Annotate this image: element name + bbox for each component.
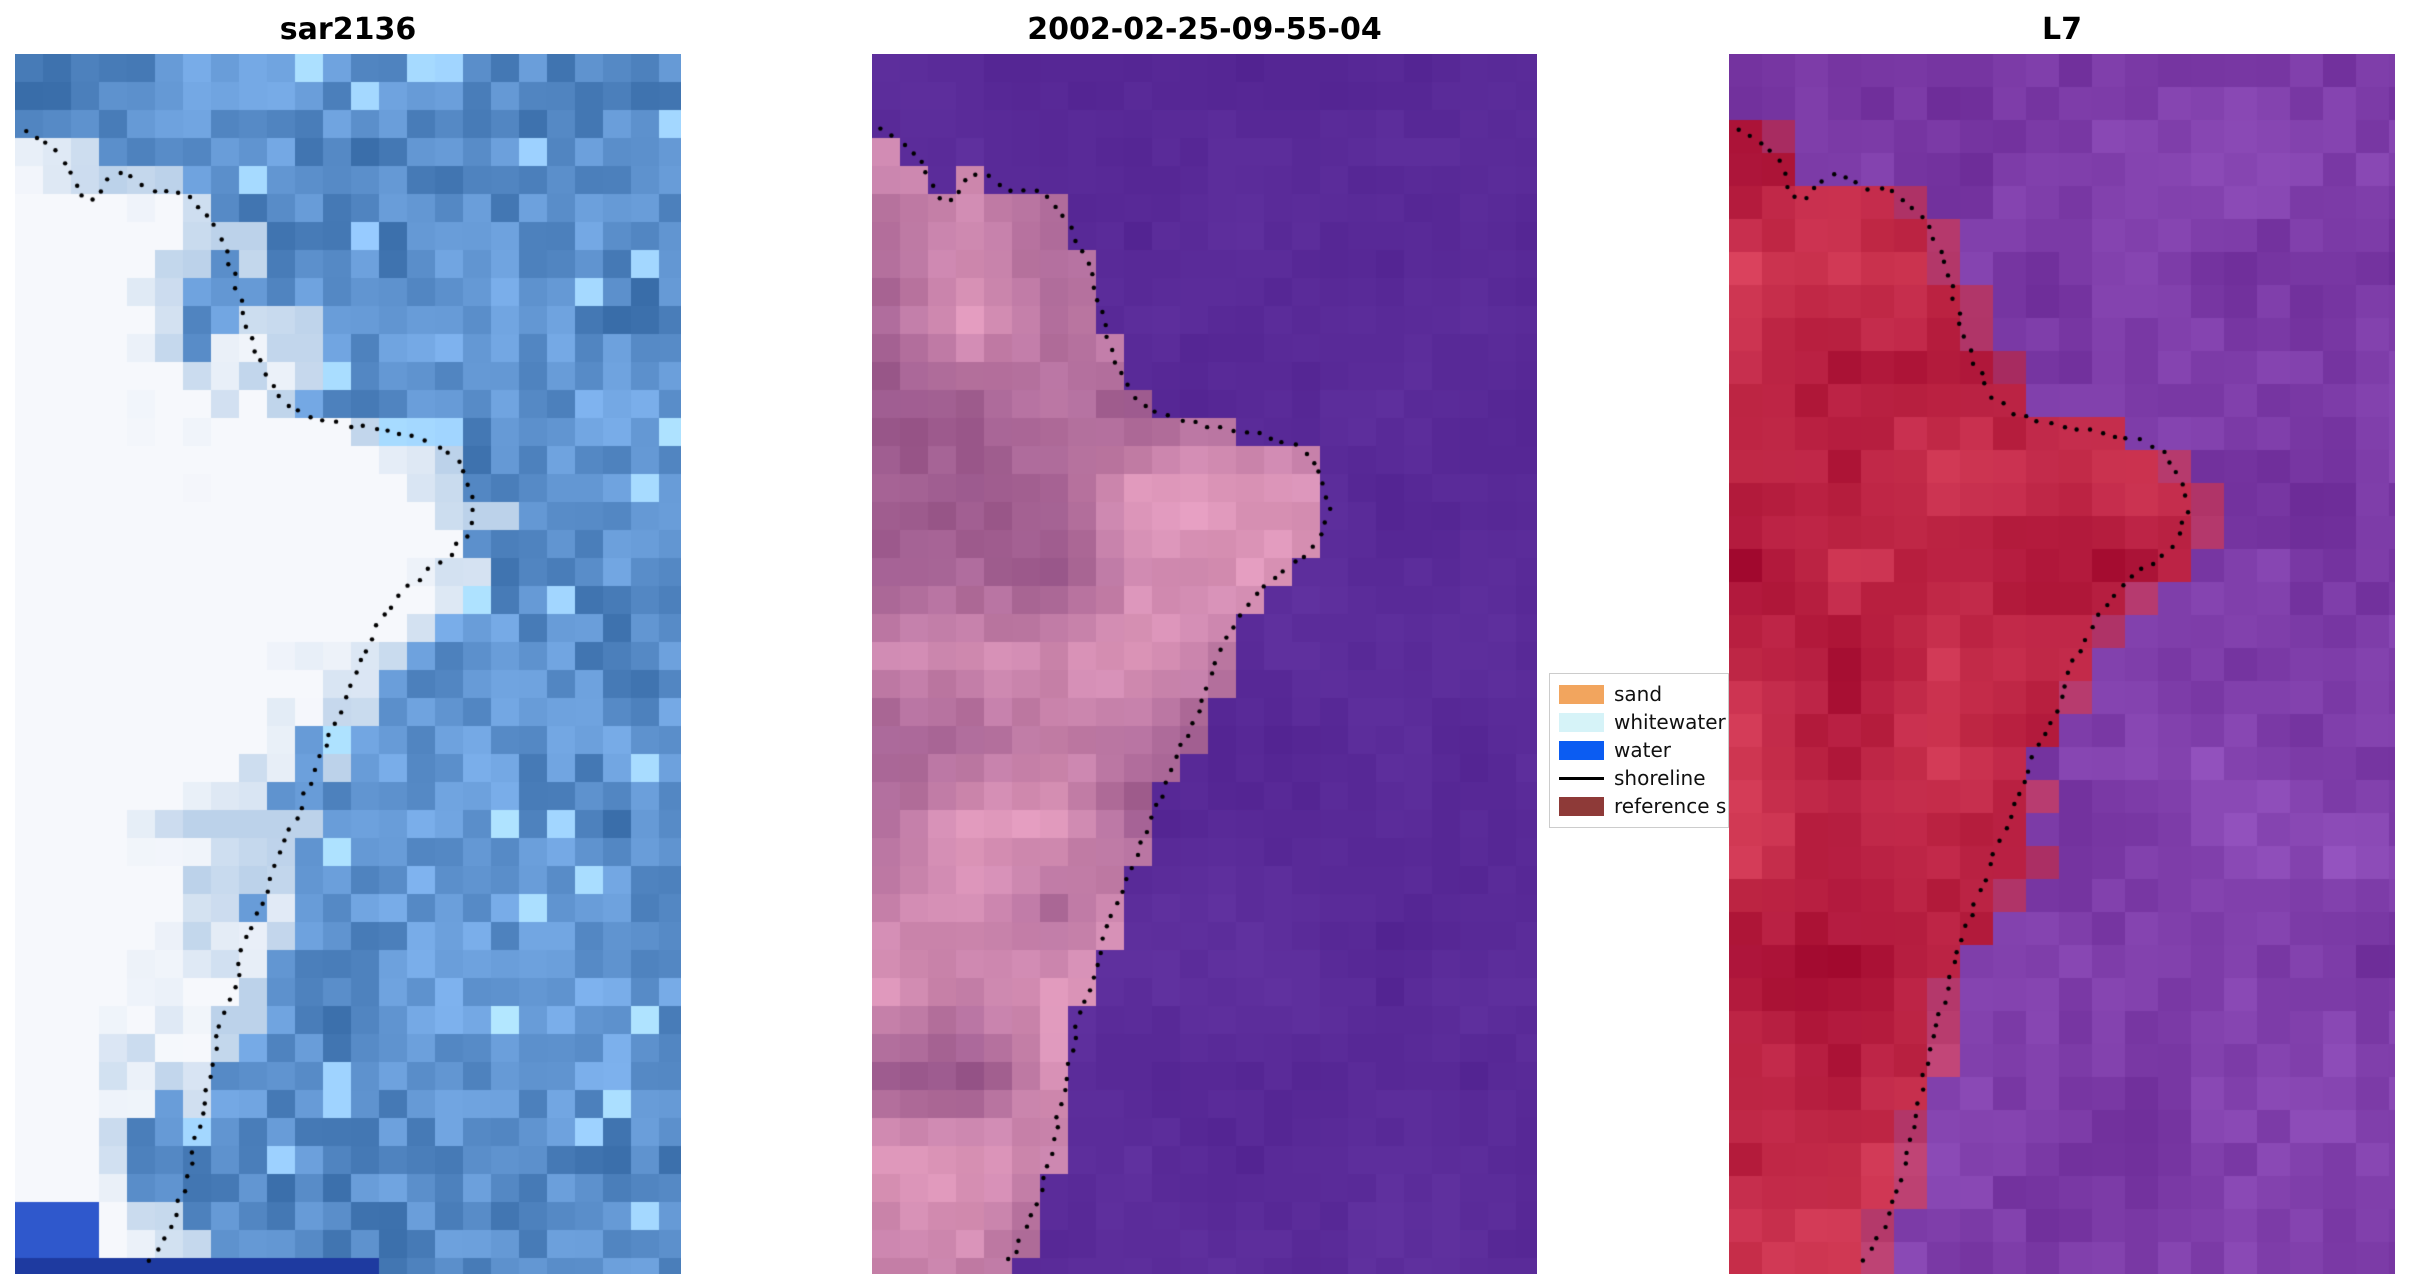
legend-label-reference-shoreline: reference s [1614,794,1727,818]
panel-title-date: 2002-02-25-09-55-04 [1027,12,1382,47]
legend-label-whitewater: whitewater [1614,710,1726,734]
legend-item-reference-shoreline: reference s [1559,792,1728,820]
whitewater-color-swatch [1559,712,1604,732]
water-color-swatch [1559,740,1604,760]
classified-image-canvas [872,54,1537,1274]
legend-item-shoreline: shoreline [1559,764,1728,792]
shoreline-line-swatch [1559,776,1604,780]
legend-item-whitewater: whitewater [1559,708,1728,736]
legend-label-water: water [1614,738,1671,762]
legend: sand whitewater water shoreline referenc… [1549,673,1729,828]
panel-title-sar2136: sar2136 [279,12,417,47]
legend-item-water: water [1559,736,1728,764]
legend-label-sand: sand [1614,682,1663,706]
l7-image-canvas [1729,54,2395,1274]
sand-color-swatch [1559,684,1604,704]
legend-label-shoreline: shoreline [1614,766,1706,790]
sar-image-canvas [15,54,681,1274]
legend-item-sand: sand [1559,680,1728,708]
reference-shoreline-color-swatch [1559,796,1604,816]
panel-title-l7: L7 [2042,12,2082,47]
